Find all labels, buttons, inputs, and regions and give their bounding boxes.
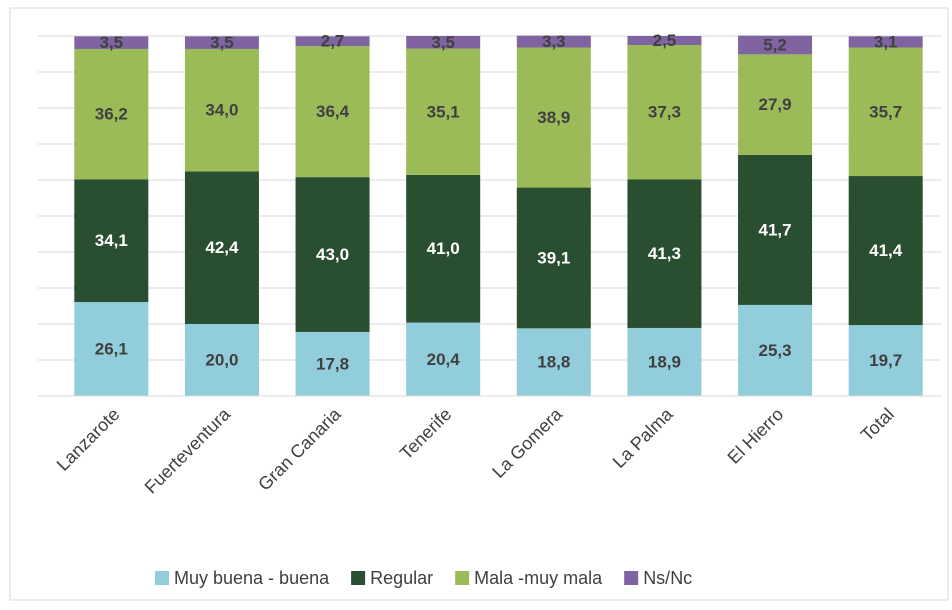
data-label: 20,0: [205, 350, 238, 369]
bar-segment: [74, 36, 149, 49]
data-label: 18,8: [537, 353, 570, 372]
data-label: 3,5: [210, 33, 234, 52]
data-label: 42,4: [205, 238, 239, 257]
bar-segment: [627, 327, 702, 396]
data-label: 41,4: [869, 241, 903, 260]
legend-label: Muy buena - buena: [174, 568, 330, 588]
bar-segment: [74, 48, 149, 180]
bar-segment: [627, 179, 702, 328]
bar-segment: [627, 36, 702, 45]
bar-segment: [184, 36, 259, 49]
legend-swatch: [155, 571, 169, 585]
bar-segment: [184, 324, 259, 396]
bar-segment: [406, 36, 481, 49]
data-label: 36,2: [95, 105, 128, 124]
data-label: 25,3: [759, 341, 792, 360]
data-label: 36,4: [316, 102, 350, 121]
legend-swatch: [351, 571, 366, 585]
bar-segment: [738, 35, 813, 55]
data-label: 2,5: [653, 31, 677, 50]
data-label: 17,8: [316, 354, 349, 373]
data-label: 39,1: [537, 248, 570, 267]
bar-segment: [848, 325, 923, 396]
bar-segment: [738, 304, 813, 396]
data-label: 41,7: [759, 220, 792, 239]
data-label: 37,3: [648, 103, 681, 122]
legend-label: Mala -muy mala: [474, 568, 603, 588]
bar-segment: [184, 48, 259, 172]
data-label: 43,0: [316, 245, 349, 264]
bar-segment: [738, 54, 813, 155]
legend-swatch: [455, 571, 470, 585]
bar-segment: [295, 331, 370, 396]
bar-segment: [295, 177, 370, 332]
data-label: 41,0: [427, 239, 460, 258]
bar-segment: [516, 35, 591, 48]
bar-segment: [516, 187, 591, 329]
bar-segment: [184, 171, 259, 324]
bar-segment: [295, 36, 370, 47]
data-label: 3,1: [874, 32, 898, 51]
bar-segment: [516, 328, 591, 396]
bar-segment: [406, 174, 481, 323]
bar-segment: [74, 302, 149, 396]
data-label: 38,9: [537, 108, 570, 127]
data-label: 34,0: [205, 101, 238, 120]
bar-segment: [848, 176, 923, 326]
bar-segment: [74, 179, 149, 303]
data-label: 2,7: [321, 32, 345, 51]
data-label: 19,7: [869, 351, 902, 370]
bar-segment: [627, 45, 702, 180]
legend-swatch: [624, 571, 639, 585]
bar-segment: [406, 322, 481, 396]
bar-segment: [848, 36, 923, 48]
legend-label: Regular: [370, 568, 433, 588]
bar-segment: [848, 47, 923, 177]
bar-segment: [295, 46, 370, 178]
bar-segment: [406, 48, 481, 175]
legend-label: Ns/Nc: [643, 568, 692, 588]
data-label: 3,3: [542, 32, 566, 51]
bar-segment: [738, 154, 813, 305]
data-label: 20,4: [427, 350, 461, 369]
data-label: 27,9: [759, 95, 792, 114]
data-label: 34,1: [95, 231, 128, 250]
data-label: 5,2: [763, 35, 787, 54]
data-label: 18,9: [648, 352, 681, 371]
data-label: 26,1: [95, 340, 128, 359]
data-label: 35,7: [869, 102, 902, 121]
data-label: 35,1: [427, 102, 460, 121]
data-label: 3,5: [431, 33, 455, 52]
data-label: 3,5: [99, 33, 123, 52]
data-label: 41,3: [648, 244, 681, 263]
bar-segment: [516, 47, 591, 188]
